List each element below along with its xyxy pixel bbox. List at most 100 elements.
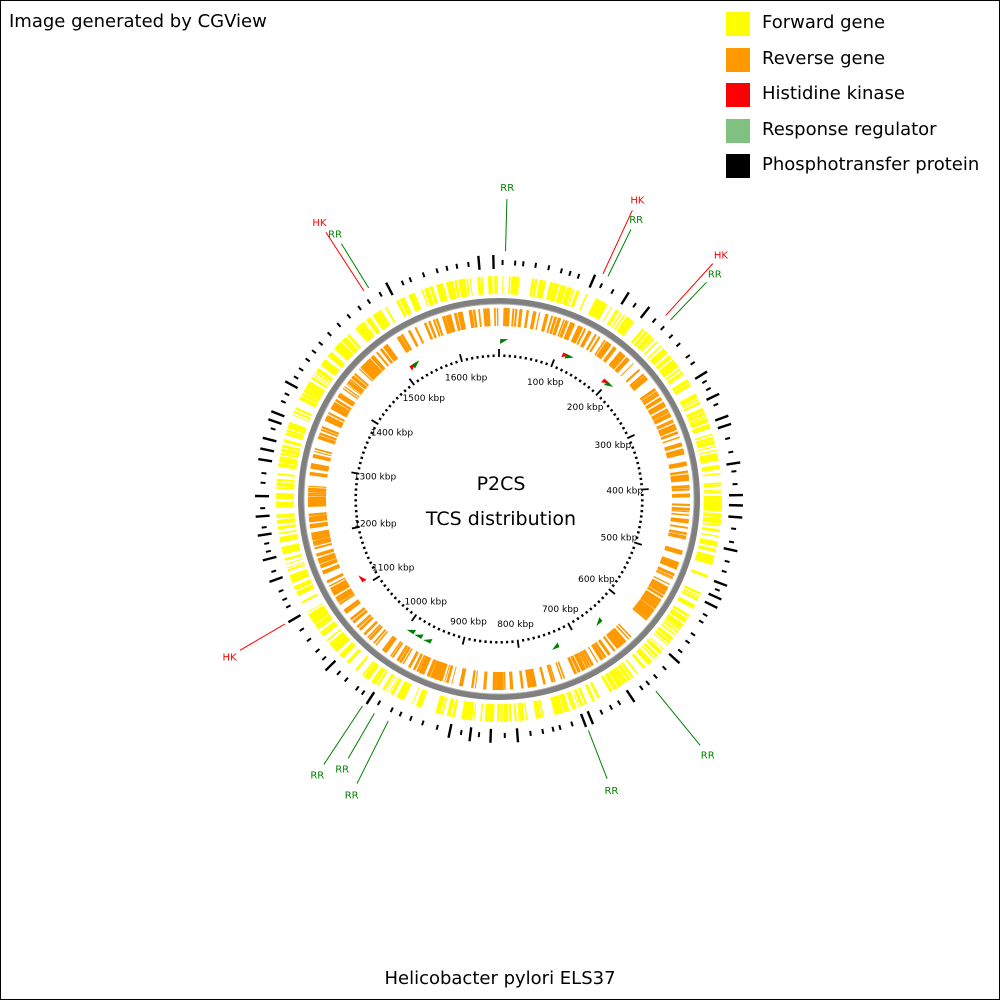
scale-major-tick (550, 359, 555, 368)
phosphotransfer-tick (269, 575, 284, 583)
forward-gene (341, 339, 357, 354)
forward-gene (626, 659, 639, 674)
forward-gene (323, 359, 340, 373)
scale-minor-tick (562, 625, 566, 629)
phosphotransfer-tick (668, 334, 674, 339)
forward-gene (589, 298, 600, 317)
forward-gene (653, 352, 668, 365)
scale-minor-tick (632, 546, 636, 550)
forward-gene (683, 402, 701, 412)
phosphotransfer-tick-track (255, 255, 743, 743)
forward-gene (608, 310, 620, 327)
forward-gene (286, 429, 305, 438)
scale-label: 1500 kbp (403, 394, 446, 404)
phosphotransfer-tick (435, 724, 439, 730)
reverse-gene (460, 311, 467, 330)
rr-callout-label: RR (708, 270, 722, 281)
scale-minor-tick (367, 436, 372, 440)
forward-gene (643, 642, 658, 658)
forward-gene (347, 333, 362, 349)
scale-minor-tick (637, 466, 641, 470)
callout-line (325, 231, 365, 292)
forward-gene (677, 598, 694, 609)
forward-gene (615, 666, 627, 683)
phosphotransfer-tick (685, 354, 691, 359)
forward-gene (622, 321, 635, 337)
forward-gene (371, 666, 384, 684)
scale-minor-tick (625, 561, 630, 565)
forward-gene (520, 702, 524, 721)
reverse-gene (309, 523, 328, 527)
phosphotransfer-tick (255, 514, 270, 518)
scale-minor-tick (636, 531, 640, 534)
phosphotransfer-tick (639, 306, 651, 319)
reverse-gene (566, 323, 576, 341)
reverse-gene (363, 620, 378, 635)
phosphotransfer-tick (668, 652, 681, 665)
legend-label: Response regulator (762, 118, 937, 140)
reverse-gene (317, 552, 336, 562)
forward-gene (300, 396, 318, 406)
forward-gene (545, 281, 552, 300)
reverse-gene (580, 330, 592, 348)
rr-callout-label: RR (701, 751, 715, 762)
scale-label: 200 kbp (567, 403, 604, 413)
reverse-gene (612, 628, 627, 644)
reverse-gene (599, 343, 612, 360)
forward-gene (395, 299, 407, 318)
phosphotransfer-tick (721, 569, 727, 574)
forward-gene (510, 276, 515, 295)
reverse-gene (632, 607, 648, 621)
forward-gene (469, 277, 473, 296)
scale-minor-tick (547, 631, 551, 635)
reverse-gene (321, 426, 339, 435)
reverse-gene (539, 666, 546, 685)
forward-gene (672, 381, 689, 392)
forward-gene (663, 620, 679, 633)
forward-gene (489, 703, 492, 722)
phosphotransfer-tick (645, 680, 651, 686)
forward-gene (538, 699, 544, 718)
phosphotransfer-tick (677, 648, 683, 654)
reverse-gene (408, 329, 419, 347)
reverse-gene (332, 583, 350, 595)
phosphotransfer-tick (651, 317, 657, 324)
reverse-gene (587, 646, 599, 663)
response-regulator-marker (423, 639, 433, 644)
phosphotransfer-tick (264, 542, 270, 545)
forward-gene (488, 703, 491, 722)
forward-gene (600, 675, 612, 693)
forward-gene (612, 668, 625, 685)
reverse-gene (412, 653, 424, 671)
phosphotransfer-tick (455, 263, 459, 269)
phosphotransfer-tick (262, 555, 277, 562)
forward-gene (703, 512, 722, 518)
forward-gene (658, 627, 674, 640)
forward-gene (284, 553, 303, 561)
phosphotransfer-tick (366, 298, 372, 305)
scale-minor-tick (379, 579, 384, 583)
reverse-gene (666, 449, 685, 457)
reverse-gene (668, 461, 687, 467)
phosphotransfer-tick (714, 414, 729, 422)
forward-gene (566, 692, 574, 710)
reverse-gene (511, 308, 515, 327)
forward-gene (643, 341, 658, 355)
forward-gene (285, 433, 303, 441)
scale-minor-tick (532, 636, 536, 640)
forward-gene (311, 609, 328, 622)
scale-minor-tick (613, 412, 617, 417)
reverse-gene (308, 485, 327, 489)
hk-callout-label: HK (714, 251, 729, 262)
phosphotransfer-tick (306, 637, 312, 643)
forward-gene (665, 618, 681, 630)
legend-swatch (726, 83, 750, 107)
reverse-gene (558, 661, 566, 679)
reverse-gene (436, 318, 444, 336)
forward-gene (330, 351, 346, 365)
scale-major-tick (626, 434, 635, 440)
scale-minor-tick (614, 579, 619, 583)
forward-gene (384, 306, 395, 323)
callout-line (607, 229, 632, 277)
